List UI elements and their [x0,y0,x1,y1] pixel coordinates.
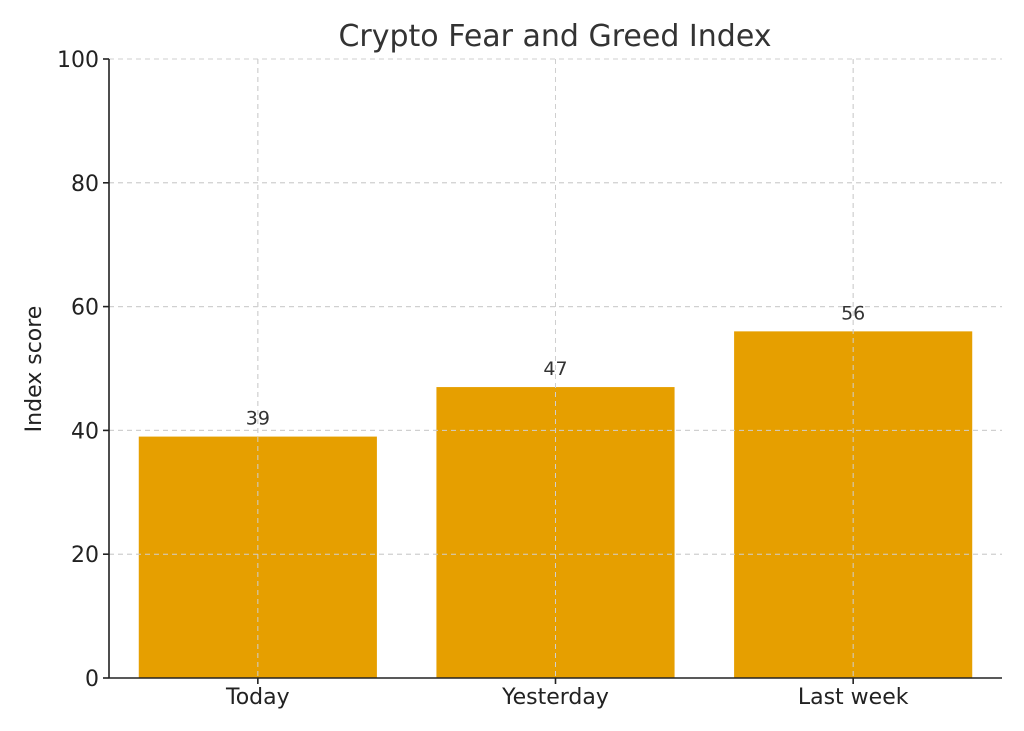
y-tick-label: 100 [57,48,99,73]
bar-value-label: 56 [841,302,865,324]
axes-layer [103,58,1002,684]
y-tick-label: 0 [85,667,99,692]
bar-value-label: 47 [543,358,567,380]
y-tick-label: 40 [71,419,99,444]
labels-layer: 0 20 40 60 80 100 Today Yesterday Last week 39 47 5… [57,48,909,710]
y-tick-label: 80 [71,172,99,197]
x-tick-label: Today [225,685,290,710]
x-tick-label: Yesterday [501,685,609,710]
bar-value-label: 39 [246,408,270,430]
x-tick-label: Last week [798,685,909,710]
y-axis-label: Index score [22,306,47,433]
y-tick-label: 20 [71,543,99,568]
chart-title: Crypto Fear and Greed Index [338,19,771,54]
bars-layer [109,58,1002,678]
y-tick-label: 60 [71,296,99,321]
